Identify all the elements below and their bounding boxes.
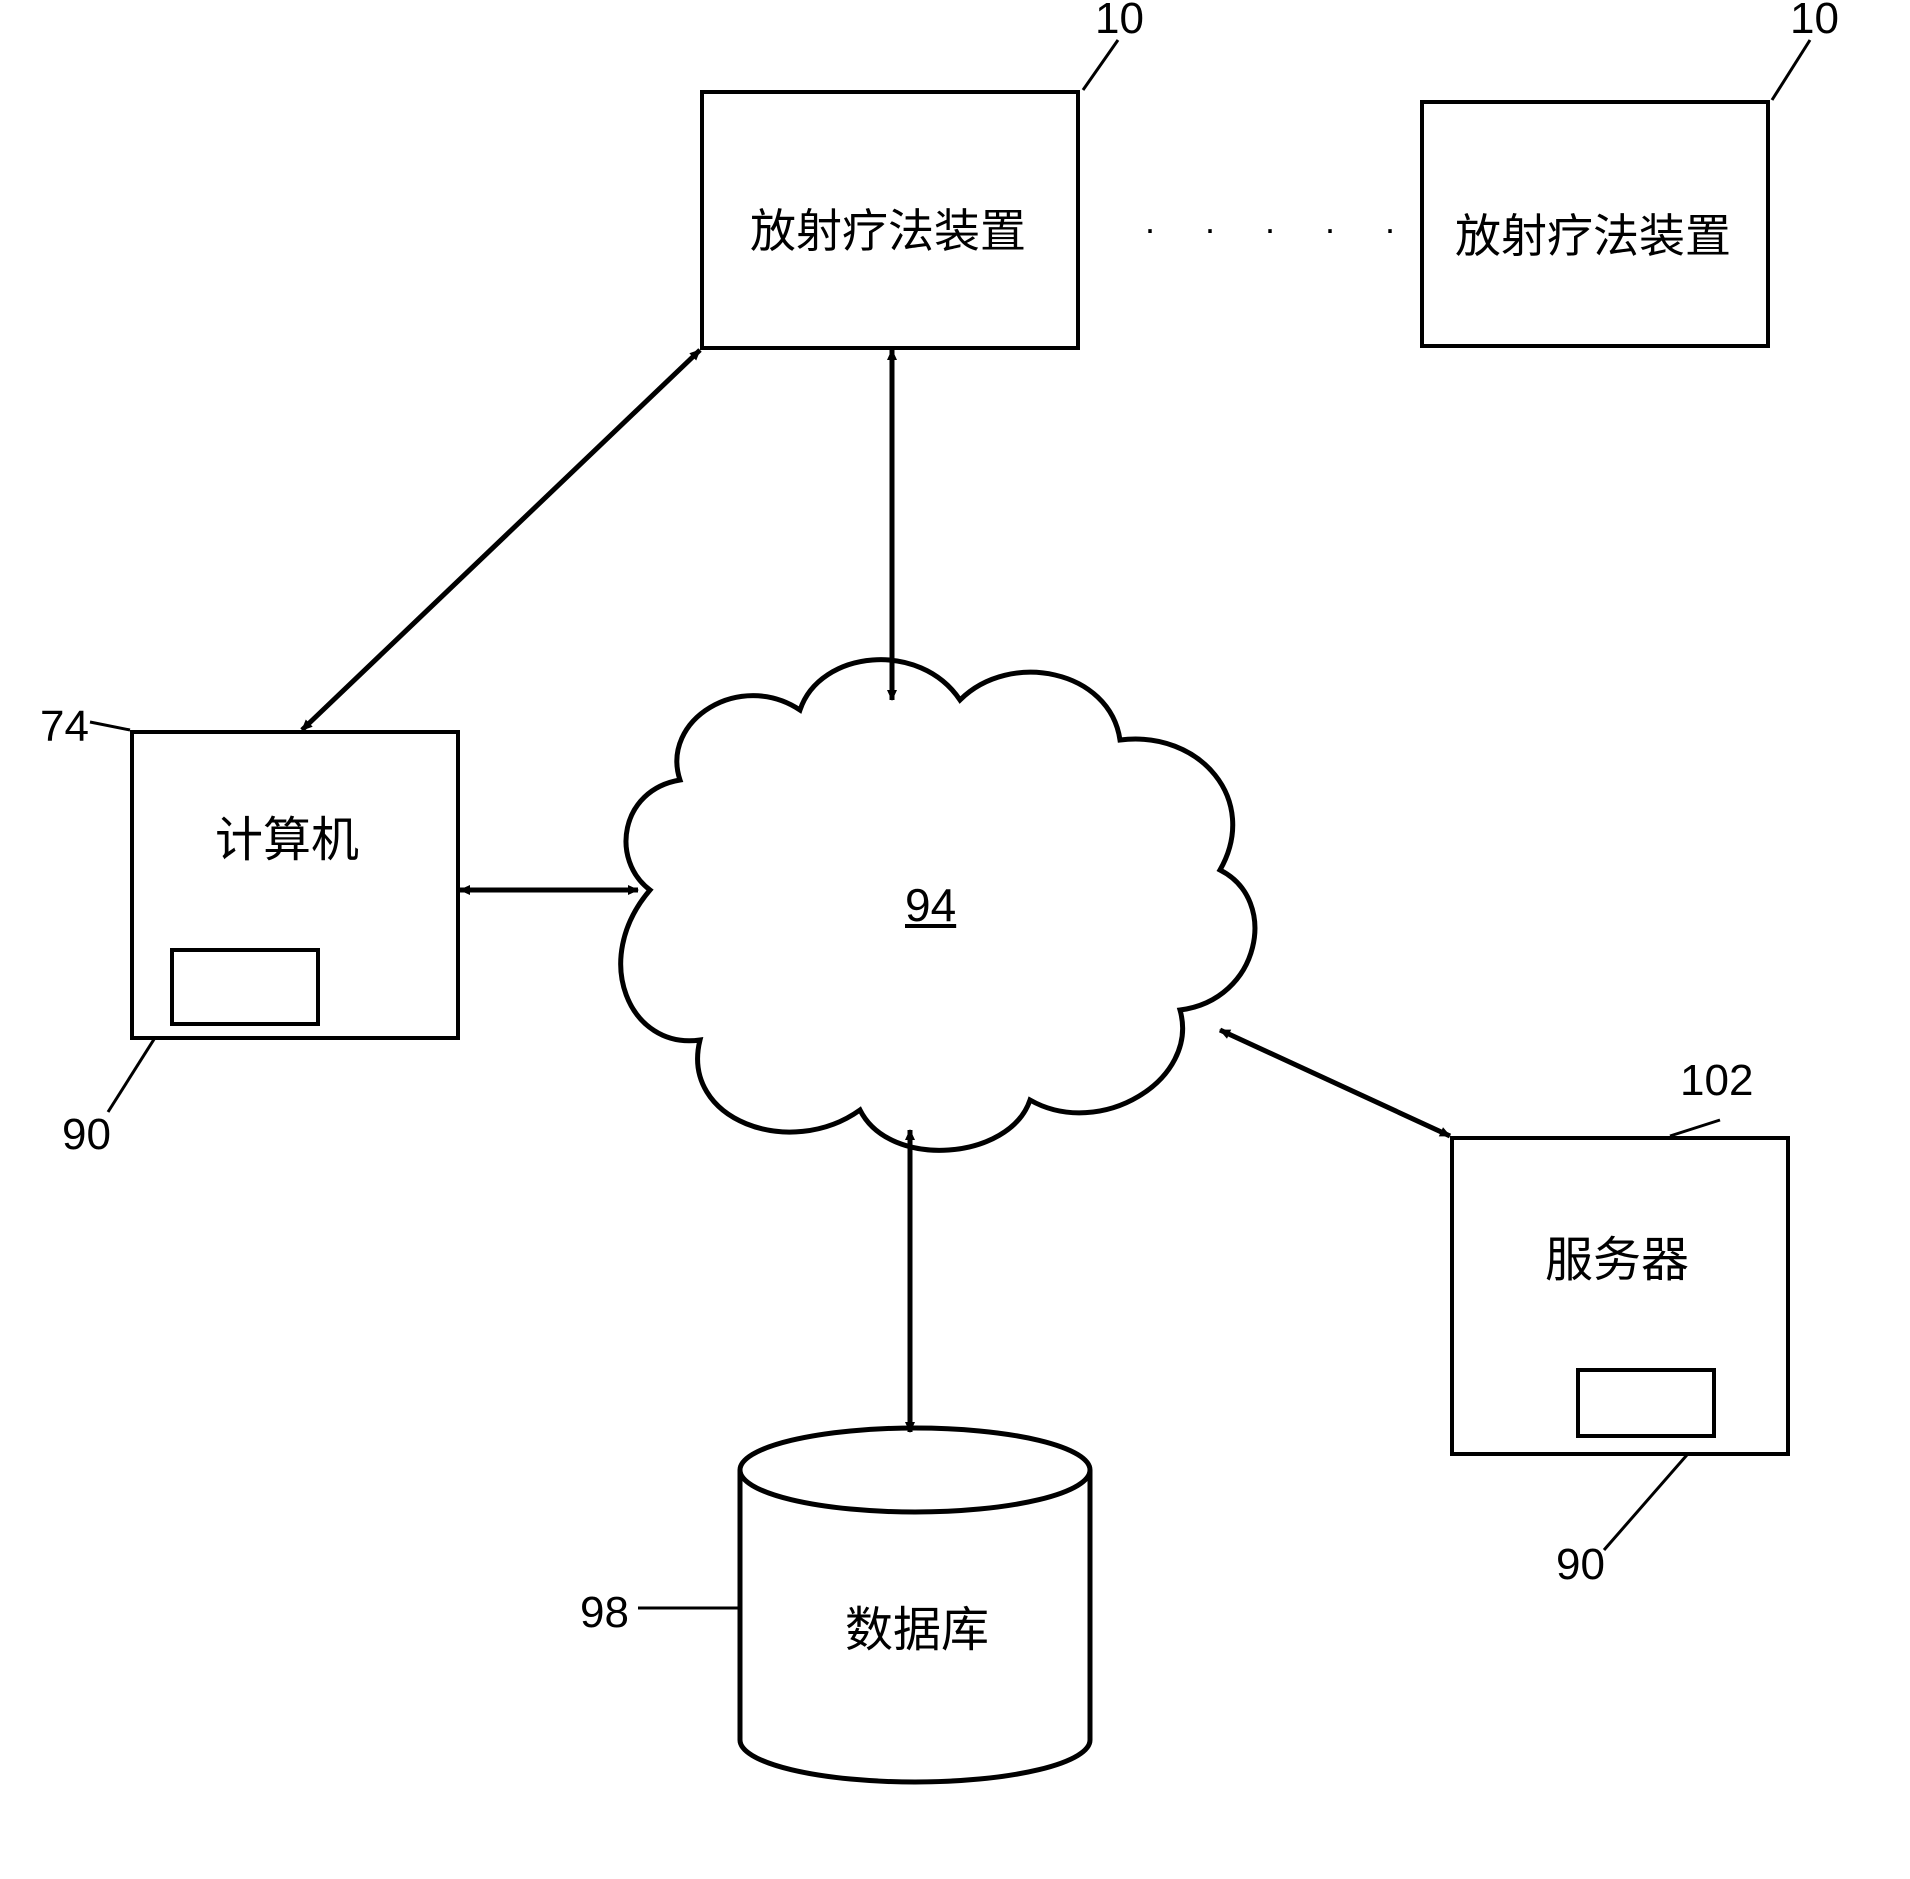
database-ref: 98 [580, 1588, 629, 1638]
computer-inner-rect [170, 948, 320, 1026]
edge-cloud-server [1220, 1030, 1450, 1136]
database-label: 数据库 [845, 1590, 989, 1660]
device1-label: 放射疗法装置 [750, 195, 1026, 261]
device2-label: 放射疗法装置 [1455, 200, 1731, 266]
server-ref: 102 [1680, 1056, 1753, 1106]
cloud-label: 94 [905, 878, 956, 932]
edge-device1-computer [302, 350, 700, 730]
server-inner-rect [1576, 1368, 1716, 1438]
computer-ref: 74 [40, 702, 89, 752]
computer-inner-ref: 90 [62, 1110, 111, 1160]
device1-ref: 10 [1095, 0, 1144, 44]
server-inner-ref: 90 [1556, 1540, 1605, 1590]
computer-label: 计算机 [215, 800, 359, 870]
diagram-container: 放射疗法装置 10 放射疗法装置 10 . . . . . 计算机 74 90 … [0, 0, 1910, 1879]
device2-ref: 10 [1790, 0, 1839, 44]
ellipsis-dots: . . . . . [1145, 200, 1415, 242]
server-label: 服务器 [1545, 1220, 1689, 1290]
